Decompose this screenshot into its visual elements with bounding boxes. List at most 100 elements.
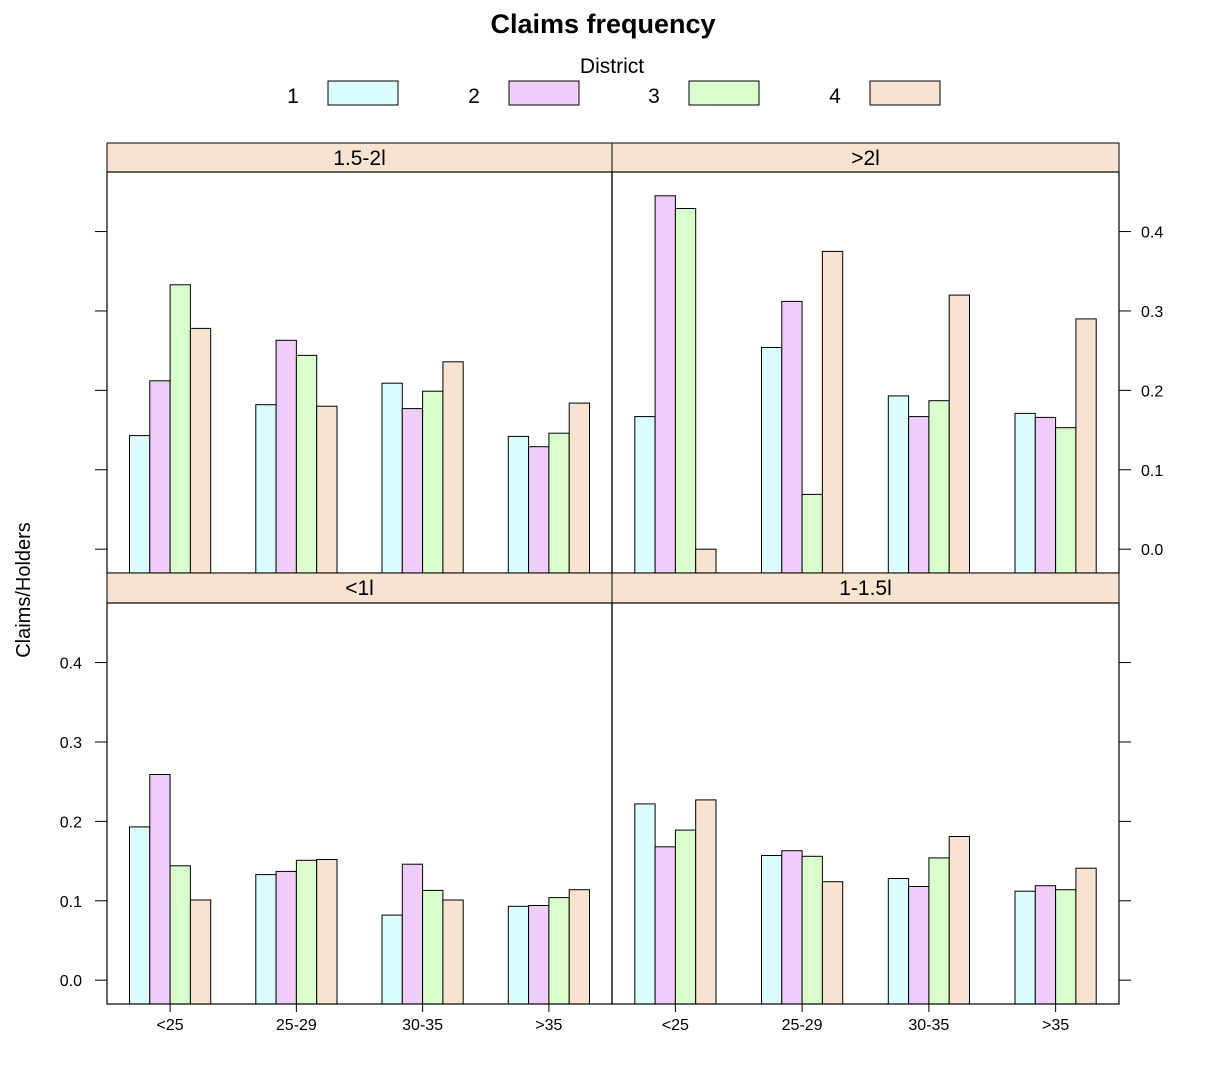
x-tick-label: <25 bbox=[662, 1017, 689, 1034]
bar-3-1 bbox=[169, 284, 191, 574]
legend-swatch-1 bbox=[327, 80, 399, 106]
bar-2-2 bbox=[275, 339, 297, 574]
bar-2-3 bbox=[401, 863, 424, 1005]
legend-label-3: 3 bbox=[648, 85, 660, 108]
bar-4-1 bbox=[695, 799, 717, 1005]
y-tick-label: 0.1 bbox=[1141, 463, 1163, 480]
bar-4-3 bbox=[948, 294, 971, 574]
legend-title: District bbox=[580, 55, 644, 78]
bar-4-1 bbox=[695, 548, 717, 574]
y-tick-label: 0.2 bbox=[1141, 383, 1163, 400]
bar-3-4 bbox=[1055, 889, 1077, 1005]
bar-4-3 bbox=[442, 899, 464, 1005]
bar-4-1 bbox=[189, 899, 212, 1005]
bar-4-4 bbox=[568, 889, 591, 1005]
bar-2-1 bbox=[654, 846, 676, 1005]
bar-3-1 bbox=[169, 865, 191, 1005]
bar-4-1 bbox=[189, 327, 212, 574]
y-axis-label: Claims/Holders bbox=[13, 522, 35, 658]
bar-3-4 bbox=[548, 432, 570, 574]
bar-1-3 bbox=[381, 914, 403, 1005]
bar-4-4 bbox=[1075, 867, 1097, 1005]
bar-1-4 bbox=[1014, 890, 1036, 1005]
bar-1-1 bbox=[634, 803, 656, 1005]
bar-4-4 bbox=[1075, 318, 1097, 574]
x-tick-label: 25-29 bbox=[276, 1017, 317, 1034]
bar-2-1 bbox=[149, 380, 171, 574]
bar-2-2 bbox=[275, 870, 297, 1005]
bar-3-1 bbox=[674, 829, 697, 1005]
y-tick-label: 0.2 bbox=[60, 814, 82, 831]
bar-2-3 bbox=[401, 408, 424, 574]
bar-3-1 bbox=[674, 208, 697, 574]
bar-2-2 bbox=[781, 850, 803, 1005]
bar-2-1 bbox=[149, 774, 171, 1005]
y-tick-label: 0.0 bbox=[60, 973, 82, 990]
panel-strip-label: <1l bbox=[345, 577, 374, 600]
bar-3-3 bbox=[422, 889, 444, 1005]
bar-4-3 bbox=[442, 361, 464, 574]
bar-1-2 bbox=[255, 874, 277, 1005]
bar-3-2 bbox=[801, 855, 823, 1005]
bar-1-2 bbox=[255, 404, 277, 574]
legend-swatch-2 bbox=[508, 80, 580, 106]
panel-strip-label: 1.5-2l bbox=[333, 147, 386, 170]
bar-3-4 bbox=[548, 897, 570, 1005]
legend-swatch-4 bbox=[869, 80, 941, 106]
bar-1-4 bbox=[1014, 412, 1036, 574]
x-tick-label: 25-29 bbox=[782, 1017, 823, 1034]
y-tick-label: 0.4 bbox=[60, 656, 82, 673]
legend-swatch-3 bbox=[688, 80, 760, 106]
bar-2-4 bbox=[528, 905, 550, 1005]
bar-4-2 bbox=[316, 405, 338, 574]
x-tick-label: >35 bbox=[1042, 1017, 1069, 1034]
panel-strip-label: >2l bbox=[851, 147, 880, 170]
x-tick-label: >35 bbox=[535, 1017, 562, 1034]
panel-frame bbox=[611, 602, 1120, 1005]
panel-strip bbox=[106, 572, 613, 604]
bar-1-1 bbox=[129, 826, 151, 1005]
bar-3-2 bbox=[295, 859, 318, 1005]
panel-strip bbox=[106, 142, 613, 173]
panel-1: 1.5-2l bbox=[95, 142, 613, 574]
panel-4: 1-1.5l <25 25-29 30-35 >35 bbox=[611, 572, 1131, 1034]
panel-3: <1l 0.0 0.1 0.2 0.3 0.4 <25 25-29 30-35 >35 bbox=[60, 572, 613, 1034]
bar-3-3 bbox=[928, 400, 950, 574]
y-tick-label: 0.4 bbox=[1141, 225, 1163, 242]
legend-label-1: 1 bbox=[287, 85, 299, 108]
bar-2-2 bbox=[781, 300, 803, 574]
bar-1-1 bbox=[129, 435, 151, 574]
x-tick-label: <25 bbox=[157, 1017, 184, 1034]
bar-3-3 bbox=[928, 857, 950, 1005]
x-tick-label: 30-35 bbox=[908, 1017, 949, 1034]
bar-3-2 bbox=[295, 354, 318, 574]
bar-2-4 bbox=[528, 446, 550, 574]
bar-4-2 bbox=[821, 250, 844, 574]
bar-2-3 bbox=[908, 416, 930, 574]
bar-4-3 bbox=[948, 836, 971, 1005]
panel-2: >2l 0.0 0.1 0.2 0.3 0.4 bbox=[611, 142, 1163, 574]
bar-2-3 bbox=[908, 886, 930, 1005]
panel-strip bbox=[611, 142, 1120, 173]
bar-1-2 bbox=[761, 347, 783, 574]
bar-4-4 bbox=[568, 402, 591, 574]
y-tick-label: 0.3 bbox=[60, 735, 82, 752]
panels: 1.5-2l >2l 0.0 0.1 0.2 0.3 0.4 <1l 0.0 0.1 0.2 0.3 0… bbox=[60, 142, 1163, 1034]
bar-1-2 bbox=[761, 855, 783, 1005]
y-tick-label: 0.0 bbox=[1141, 542, 1163, 559]
bar-4-2 bbox=[821, 881, 844, 1005]
bar-3-4 bbox=[1055, 427, 1077, 574]
bar-1-3 bbox=[381, 382, 403, 574]
panel-strip-label: 1-1.5l bbox=[839, 577, 892, 600]
legend-label-2: 2 bbox=[468, 85, 480, 108]
bar-1-3 bbox=[887, 878, 910, 1005]
legend: 1 2 3 4 bbox=[287, 80, 941, 108]
bar-1-4 bbox=[507, 905, 530, 1005]
bar-1-3 bbox=[887, 395, 910, 574]
bar-1-4 bbox=[507, 435, 530, 574]
bar-3-3 bbox=[422, 390, 444, 574]
y-tick-label: 0.1 bbox=[60, 894, 82, 911]
bar-4-2 bbox=[316, 859, 338, 1005]
bar-3-2 bbox=[801, 493, 823, 574]
